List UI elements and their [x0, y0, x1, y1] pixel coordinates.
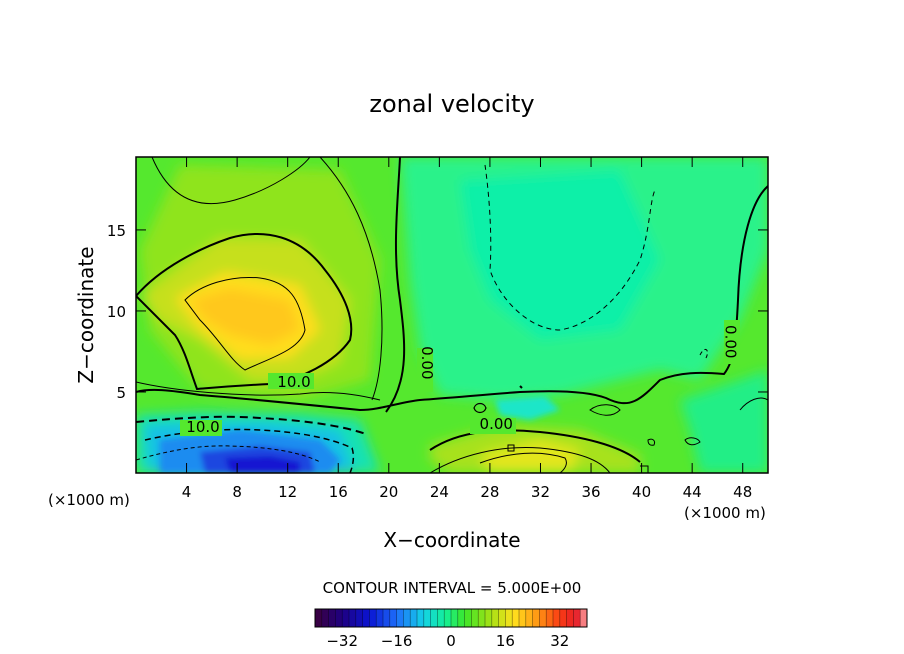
colorbar-cell: [471, 609, 479, 627]
x-tick-label: 8: [232, 483, 242, 501]
colorbar-cell: [328, 609, 336, 627]
y-tick-label: 5: [116, 384, 126, 402]
colorbar-cell: [403, 609, 411, 627]
colorbar-cell: [437, 609, 445, 627]
x-tick-label: 20: [379, 483, 398, 501]
colorbar-ticks: −32 −16 0 16 32: [326, 632, 569, 650]
colorbar-cell: [505, 609, 513, 627]
colorbar-cell: [376, 609, 384, 627]
x-tick-label: 36: [581, 483, 600, 501]
colorbar-cell: [355, 609, 363, 627]
y-tick-label: 10: [107, 303, 126, 321]
colorbar-cell: [362, 609, 370, 627]
chart-title: zonal velocity: [369, 90, 534, 118]
colorbar-cell: [457, 609, 465, 627]
contour-label: 0.00: [480, 415, 513, 433]
colorbar-cell: [342, 609, 350, 627]
colorbar-cell: [491, 609, 499, 627]
x-axis-label: X−coordinate: [383, 528, 520, 552]
colorbar-tick-label: 0: [446, 632, 456, 650]
x-tick-label: 44: [683, 483, 702, 501]
colorbar-cell: [444, 609, 452, 627]
colorbar-tick-label: 16: [496, 632, 515, 650]
colorbar-cell: [315, 609, 323, 627]
colorbar-cell: [396, 609, 404, 627]
colorbar-tick-label: −32: [326, 632, 358, 650]
colorbar-cell: [525, 609, 533, 627]
colorbar-cell: [369, 609, 377, 627]
colorbar-cell: [519, 609, 527, 627]
colorbar-cell: [559, 609, 567, 627]
colorbar-cell: [532, 609, 540, 627]
colorbar-cell: [417, 609, 425, 627]
colorbar-cell: [383, 609, 391, 627]
colorbar-cell: [478, 609, 486, 627]
x-tick-label: 48: [733, 483, 752, 501]
x-axis: 4 8 12 16 20 24 28 32 36 40 44 48: [182, 157, 752, 501]
y-tick-label: 15: [107, 222, 126, 240]
colorbar-cell: [580, 609, 588, 627]
x-tick-label: 32: [531, 483, 550, 501]
contour-label: 0.00: [722, 325, 740, 358]
colorbar-cell: [539, 609, 547, 627]
x-tick-label: 28: [480, 483, 499, 501]
colorbar-cell: [335, 609, 343, 627]
contour-label: 10.0: [277, 373, 310, 391]
velocity-field: [136, 157, 768, 473]
colorbar-cell: [349, 609, 357, 627]
colorbar-cell: [321, 609, 329, 627]
contour-labels: 10.0 10.0 0.00 0.00 0.00: [186, 325, 739, 436]
colorbar-cell: [573, 609, 581, 627]
x-unit-left: (×1000 m): [48, 491, 130, 509]
colorbar-cell: [546, 609, 554, 627]
x-tick-label: 4: [182, 483, 192, 501]
plot-frame: [135, 156, 769, 474]
contour-label: 0.00: [418, 346, 436, 379]
x-tick-label: 12: [278, 483, 297, 501]
colorbar-cell: [389, 609, 397, 627]
x-tick-label: 40: [632, 483, 651, 501]
colorbar-frame: [314, 608, 588, 628]
colorbar-cell: [512, 609, 520, 627]
colorbar-tick-label: −16: [381, 632, 413, 650]
x-tick-label: 16: [329, 483, 348, 501]
colorbar-cell: [485, 609, 493, 627]
contour-label: 10.0: [186, 418, 219, 436]
colorbar-cell: [430, 609, 438, 627]
colorbar-cell: [498, 609, 506, 627]
y-axis-label: Z−coordinate: [74, 246, 98, 383]
colorbar-cell: [553, 609, 561, 627]
colorbar-cell: [423, 609, 431, 627]
colorbar: [314, 608, 588, 628]
x-tick-label: 24: [430, 483, 449, 501]
colorbar-cell: [451, 609, 459, 627]
colorbar-tick-label: 32: [550, 632, 569, 650]
y-axis: 5 10 15: [107, 222, 768, 402]
contour-interval-text: CONTOUR INTERVAL = 5.000E+00: [323, 579, 582, 597]
colorbar-cell: [410, 609, 418, 627]
x-unit-right: (×1000 m): [684, 504, 766, 522]
colorbar-cell: [566, 609, 574, 627]
colorbar-cell: [464, 609, 472, 627]
